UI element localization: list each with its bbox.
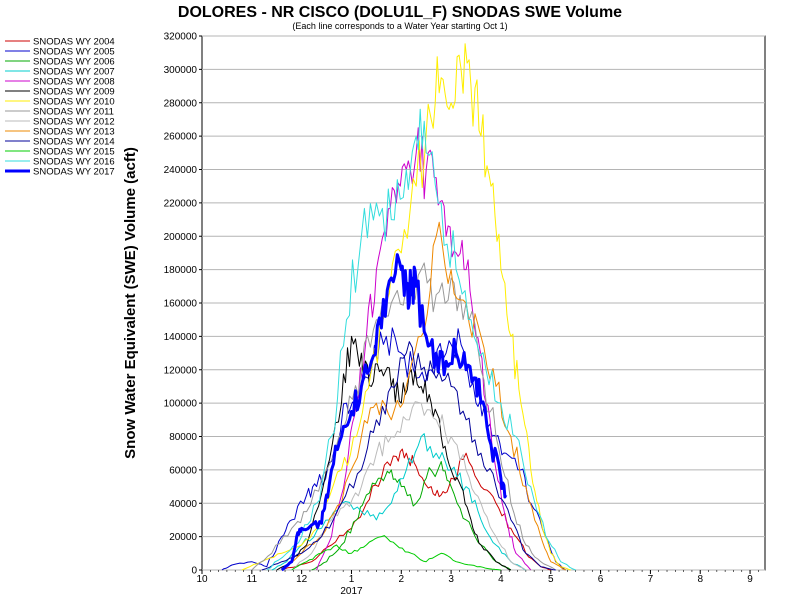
y-tick-label: 260000 [164, 132, 198, 143]
legend-entry: SNODAS WY 2006 [33, 57, 115, 68]
legend-entry: SNODAS WY 2005 [33, 47, 115, 58]
y-tick-label: 320000 [164, 32, 198, 43]
series-line-snodas-wy-2006 [311, 461, 512, 571]
y-axis-label: Snow Water Equivalent (SWE) Volume (acft… [122, 147, 139, 459]
y-tick-label: 300000 [164, 65, 198, 76]
y-tick-label: 180000 [164, 265, 198, 276]
legend-entry: SNODAS WY 2013 [33, 127, 115, 138]
x-tick-label: 2 [399, 574, 405, 585]
y-tick-label: 220000 [164, 198, 198, 209]
y-tick-label: 160000 [164, 299, 198, 310]
y-tick-label: 0 [191, 566, 197, 577]
legend-entry: SNODAS WY 2017 [33, 167, 115, 178]
y-tick-label: 200000 [164, 232, 198, 243]
legend-entry: SNODAS WY 2004 [33, 37, 115, 48]
x-tick-label: 8 [697, 574, 703, 585]
legend-entry: SNODAS WY 2016 [33, 157, 115, 168]
series-line-snodas-wy-2014 [261, 341, 556, 571]
y-tick-label: 20000 [169, 532, 197, 543]
x-tick-label: 4 [498, 574, 504, 585]
x-tick-label: 12 [296, 574, 308, 585]
x-tick-label: 10 [196, 574, 208, 585]
chart-title: DOLORES - NR CISCO (DOLU1L_F) SNODAS SWE… [178, 4, 622, 21]
y-tick-label: 120000 [164, 365, 198, 376]
series-line-snodas-wy-2009 [276, 335, 512, 571]
y-tick-label: 240000 [164, 165, 198, 176]
series-line-snodas-wy-2005 [221, 327, 566, 571]
legend-entry: SNODAS WY 2010 [33, 97, 115, 108]
x-tick-label: 3 [448, 574, 454, 585]
y-tick-label: 80000 [169, 432, 197, 443]
plot-area: 0 20000 40000 60000 80000 100000 120000 140000 1… [164, 32, 766, 597]
legend-entry: SNODAS WY 2008 [33, 77, 115, 88]
legend-entry: SNODAS WY 2015 [33, 147, 115, 158]
y-tick-label: 100000 [164, 399, 198, 410]
legend-entry: SNODAS WY 2009 [33, 87, 115, 98]
legend-entry: SNODAS WY 2011 [33, 107, 114, 118]
y-tick-label: 60000 [169, 465, 197, 476]
x-tick-label: 7 [648, 574, 654, 585]
y-tick-label: 40000 [169, 499, 197, 510]
legend-entry: SNODAS WY 2007 [33, 67, 115, 78]
series-line-snodas-wy-2007 [271, 433, 527, 571]
x-tick-label: 11 [247, 574, 258, 585]
series-line-snodas-wy-2012 [291, 401, 527, 571]
y-tick-label: 280000 [164, 98, 198, 109]
x-tick-label: 5 [548, 574, 554, 585]
series-line-snodas-wy-2016 [266, 108, 576, 571]
chart-subtitle: (Each line corresponds to a Water Year s… [292, 21, 507, 31]
x-year-label: 2017 [340, 586, 363, 597]
x-tick-label: 1 [349, 574, 355, 585]
legend-entry: SNODAS WY 2012 [33, 117, 115, 128]
series-line-snodas-wy-2015 [291, 535, 501, 571]
x-tick-label: 6 [598, 574, 604, 585]
legend-entry: SNODAS WY 2014 [33, 137, 115, 148]
y-tick-label: 140000 [164, 332, 198, 343]
series-line-snodas-wy-2017 [280, 253, 508, 572]
x-tick-label: 9 [747, 574, 753, 585]
